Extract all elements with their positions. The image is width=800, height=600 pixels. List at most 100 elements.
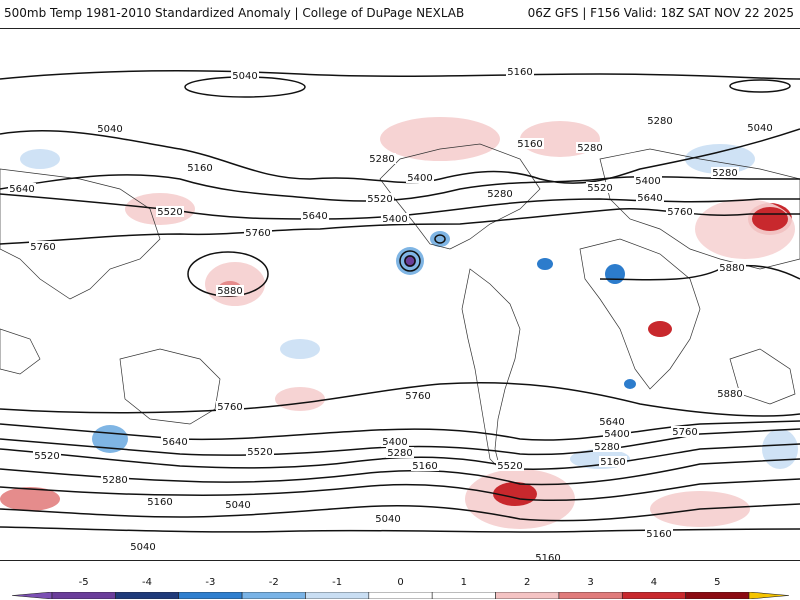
contour-label-bg	[156, 206, 184, 217]
contour-label-bg	[101, 474, 129, 485]
contour-labels-group: 5040 5160 5280 5040 5160 5040 5280 5280 5400 5520…	[8, 66, 774, 560]
anomaly-patch-c-pacific	[280, 339, 320, 359]
contour-label: 5040	[375, 514, 400, 525]
south-america-outline	[461, 268, 521, 471]
contour-label: 5640	[9, 184, 34, 195]
positive-anomaly-shading	[0, 117, 795, 529]
contour-label-bg	[216, 401, 244, 412]
contour-label: 5400	[635, 176, 660, 187]
anomaly-patch-eurasia-core	[752, 207, 788, 231]
contour-label: 5160	[147, 497, 172, 508]
contour-label-bg	[598, 416, 626, 427]
australia-outline	[119, 348, 221, 425]
anomaly-patch-eurasia	[695, 199, 795, 259]
contour-label-bg	[368, 153, 396, 164]
contour-label-bg	[634, 175, 662, 186]
anomaly-patch-n-africa	[605, 264, 625, 284]
contour-label: 5400	[382, 214, 407, 225]
contour-label: 5160	[507, 67, 532, 78]
contour-label-bg	[374, 513, 402, 524]
contour-label-bg	[593, 441, 621, 452]
contour-label-bg	[671, 426, 699, 437]
contour-label: 5640	[162, 437, 187, 448]
contour-label-bg	[381, 213, 409, 224]
contour-label: 5880	[217, 286, 242, 297]
asia-outline	[0, 168, 161, 300]
contour-label-bg	[33, 450, 61, 461]
contour-label: 5400	[604, 429, 629, 440]
colorbar-swatch	[241, 592, 306, 599]
map-svg: 5040 5160 5280 5040 5160 5040 5280 5280 5400 5520…	[0, 66, 800, 560]
anomaly-patch-madagascar	[624, 379, 636, 389]
colorbar-tick-label: 4	[650, 577, 658, 588]
contour-label: 5760	[30, 242, 55, 253]
contour-5760-south	[0, 381, 800, 417]
contour-label: 5160	[600, 457, 625, 468]
contour-label: 5280	[647, 116, 672, 127]
contour-label-bg	[716, 388, 744, 399]
colorbar-swatch	[558, 592, 623, 599]
contour-5400-south	[0, 443, 800, 470]
contour-label: 5280	[577, 143, 602, 154]
contour-label: 5160	[187, 163, 212, 174]
contour-5160-north	[0, 69, 800, 80]
contour-label: 5760	[405, 391, 430, 402]
contour-label-bg	[224, 499, 252, 510]
contour-label-bg	[146, 496, 174, 507]
contour-label-bg	[711, 167, 739, 178]
contour-label: 5760	[217, 402, 242, 413]
colorbar-labels: -5 -4 -3 -2 -1 0 1 2 3 4 5	[0, 577, 800, 589]
contour-label: 5640	[637, 193, 662, 204]
contour-label: 5760	[245, 228, 270, 239]
colorbar-swatch	[115, 592, 180, 599]
colorbar-swatch	[305, 592, 370, 599]
indonesia-outline	[0, 328, 41, 375]
colorbar	[12, 592, 789, 599]
contour-label-bg	[576, 142, 604, 153]
contour-label: 5880	[719, 263, 744, 274]
colorbar-tick-label: 3	[587, 577, 594, 588]
contour-label: 5520	[157, 207, 182, 218]
contour-label: 5520	[497, 461, 522, 472]
contour-label: 5040	[232, 71, 257, 82]
contour-label: 5400	[407, 173, 432, 184]
contour-label-bg	[246, 446, 274, 457]
contour-5160-far-south	[0, 526, 800, 533]
anomaly-patch-sw	[0, 487, 60, 511]
contour-label: 5520	[367, 194, 392, 205]
contour-label-bg	[244, 227, 272, 238]
colorbar-swatch	[51, 592, 116, 599]
contour-label-bg	[534, 552, 562, 560]
contour-label: 5040	[747, 123, 772, 134]
contour-label-bg	[381, 436, 409, 447]
contour-label-bg	[231, 70, 259, 81]
contour-label: 5880	[717, 389, 742, 400]
contour-label-bg	[386, 447, 414, 458]
contour-label-bg	[496, 460, 524, 471]
contour-label-bg	[161, 436, 189, 447]
anomaly-map: 5040 5160 5280 5040 5160 5040 5280 5280 5400 5520…	[0, 28, 800, 561]
colorbar-swatch	[178, 592, 243, 599]
contour-label-bg	[636, 192, 664, 203]
anomaly-patch-atlantic	[537, 258, 553, 270]
contour-5760-north	[0, 208, 800, 245]
colorbar-tick-label: 5	[714, 577, 721, 588]
contour-label: 5160	[412, 461, 437, 472]
contour-label: 5160	[646, 529, 671, 540]
contour-5880-atlantic	[599, 264, 800, 281]
contour-label-bg	[129, 541, 157, 552]
contour-label: 5280	[102, 475, 127, 486]
colorbar-tick-label: -4	[142, 577, 153, 588]
contour-label: 5160	[517, 139, 542, 150]
contour-label: 5280	[369, 154, 394, 165]
anomaly-patch-nw	[20, 149, 60, 169]
colorbar-tick-label: -5	[78, 577, 89, 588]
contour-label: 5040	[130, 542, 155, 553]
contour-label-bg	[366, 193, 394, 204]
contour-5640-south	[0, 420, 800, 441]
contour-label: 5280	[712, 168, 737, 179]
colorbar-swatch	[368, 592, 433, 599]
colorbar-swatch	[621, 592, 686, 599]
anomaly-patch-se	[762, 429, 798, 469]
contour-label: 5280	[594, 442, 619, 453]
